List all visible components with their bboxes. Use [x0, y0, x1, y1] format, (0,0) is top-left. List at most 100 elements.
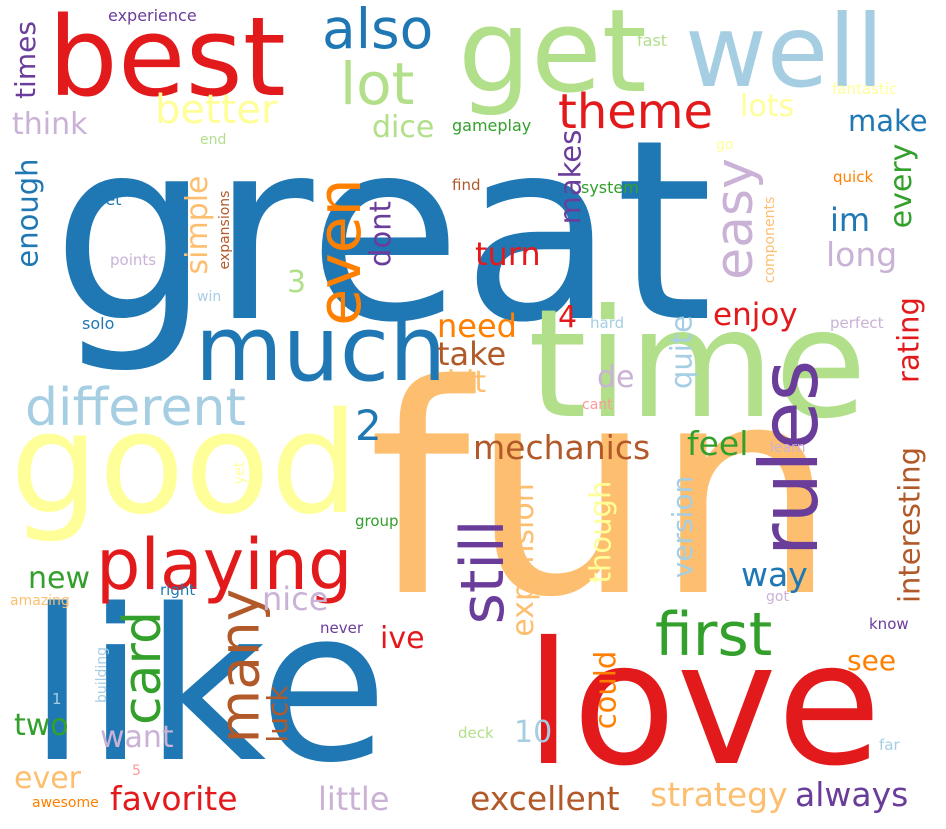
word-need: need: [437, 307, 517, 345]
word-excellent: excellent: [470, 779, 620, 818]
word-2: 2: [355, 401, 382, 450]
word-simple: simple: [180, 175, 215, 275]
word-little: little: [318, 780, 390, 818]
word-dice: dice: [372, 110, 435, 145]
word-building: building: [94, 646, 110, 704]
word-two: two: [14, 708, 69, 743]
word-expansions: expansions: [217, 190, 233, 270]
word-set: set: [97, 190, 122, 209]
word-well: well: [685, 0, 884, 110]
word-ever: ever: [14, 761, 82, 796]
word-hard: hard: [590, 314, 625, 332]
word-new: new: [28, 561, 91, 596]
word-want: want: [100, 720, 174, 755]
word-good: good: [10, 383, 360, 546]
word-find: find: [452, 176, 481, 194]
word-mechanics: mechanics: [473, 428, 651, 467]
word-ive: ive: [380, 621, 425, 656]
word-nice: nice: [262, 580, 329, 618]
word-way: way: [741, 555, 808, 594]
word-right: right: [160, 581, 196, 599]
word-yet: yet: [232, 461, 248, 485]
word-time: time: [528, 278, 867, 452]
word-make: make: [848, 104, 928, 138]
word-think: think: [12, 107, 88, 142]
word-even: even: [305, 178, 375, 326]
word-like: like: [28, 564, 389, 809]
word-first: first: [655, 600, 773, 670]
word-also: also: [322, 0, 434, 61]
word-version: version: [666, 475, 699, 579]
word-playing: playing: [96, 524, 353, 606]
word-components: components: [762, 196, 778, 284]
word-best: best: [48, 0, 286, 121]
word-always: always: [795, 775, 909, 814]
word-de: de: [597, 360, 635, 395]
word-system: system: [581, 178, 639, 197]
word-experience: experience: [108, 6, 197, 25]
word-love: love: [525, 606, 882, 804]
word-get: get: [458, 0, 647, 119]
word-group: group: [355, 512, 399, 530]
word-still: still: [448, 519, 518, 625]
word-times: times: [9, 21, 42, 99]
word-win: win: [197, 289, 222, 305]
word-see: see: [847, 644, 897, 677]
word-fun: fun: [368, 324, 838, 661]
word-points: points: [110, 251, 157, 269]
word-could: could: [588, 650, 623, 730]
word-interesting: interesting: [892, 446, 927, 604]
word-enough: enough: [10, 158, 45, 268]
word-expansion: expansion: [506, 483, 541, 637]
word-dont: dont: [363, 201, 398, 267]
word-favorite: favorite: [110, 779, 238, 818]
word-rating: rating: [891, 297, 926, 383]
word-makes: makes: [553, 129, 588, 225]
word-better: better: [155, 87, 278, 133]
word-learn: learn: [770, 440, 806, 456]
word-go: go: [716, 137, 734, 153]
word-amazing: amazing: [10, 593, 70, 609]
word-quick: quick: [833, 168, 874, 186]
word-long: long: [826, 235, 898, 274]
word-solo: solo: [82, 314, 115, 333]
word-4: 4: [558, 300, 578, 335]
word-deck: deck: [458, 724, 494, 742]
word-strategy: strategy: [650, 775, 788, 814]
word-fantastic: fantastic: [832, 80, 898, 98]
word-different: different: [25, 378, 246, 438]
word-luck: luck: [261, 685, 294, 743]
word-know: know: [869, 615, 909, 633]
word-gameplay: gameplay: [452, 116, 532, 135]
word-1: 1: [52, 690, 62, 708]
word-enjoy: enjoy: [713, 297, 798, 333]
word-feel: feel: [687, 424, 749, 463]
word-10: 10: [514, 715, 553, 750]
word-rules: rules: [743, 359, 836, 557]
word-great: great: [52, 86, 714, 377]
word-lot: lot: [340, 50, 415, 118]
word-im: im: [830, 201, 871, 239]
word-lots: lots: [740, 89, 795, 124]
word-though: though: [583, 480, 618, 584]
word-bit: bit: [447, 365, 487, 400]
word-much: much: [195, 297, 447, 402]
word-quite: quite: [664, 314, 699, 390]
word-3: 3: [287, 265, 307, 300]
word-far: far: [879, 736, 900, 754]
word-many: many: [207, 588, 272, 744]
word-theme: theme: [558, 84, 714, 140]
word-easy: easy: [705, 158, 765, 280]
word-5: 5: [132, 763, 141, 779]
word-awesome: awesome: [32, 795, 99, 811]
word-fast: fast: [637, 31, 668, 50]
word-cant: cant: [582, 397, 613, 413]
word-take: take: [437, 335, 507, 373]
word-card: card: [113, 611, 173, 725]
word-perfect: perfect: [830, 314, 884, 332]
word-never: never: [320, 619, 364, 637]
word-end: end: [200, 132, 227, 148]
word-every: every: [884, 143, 919, 229]
word-got: got: [766, 589, 789, 605]
